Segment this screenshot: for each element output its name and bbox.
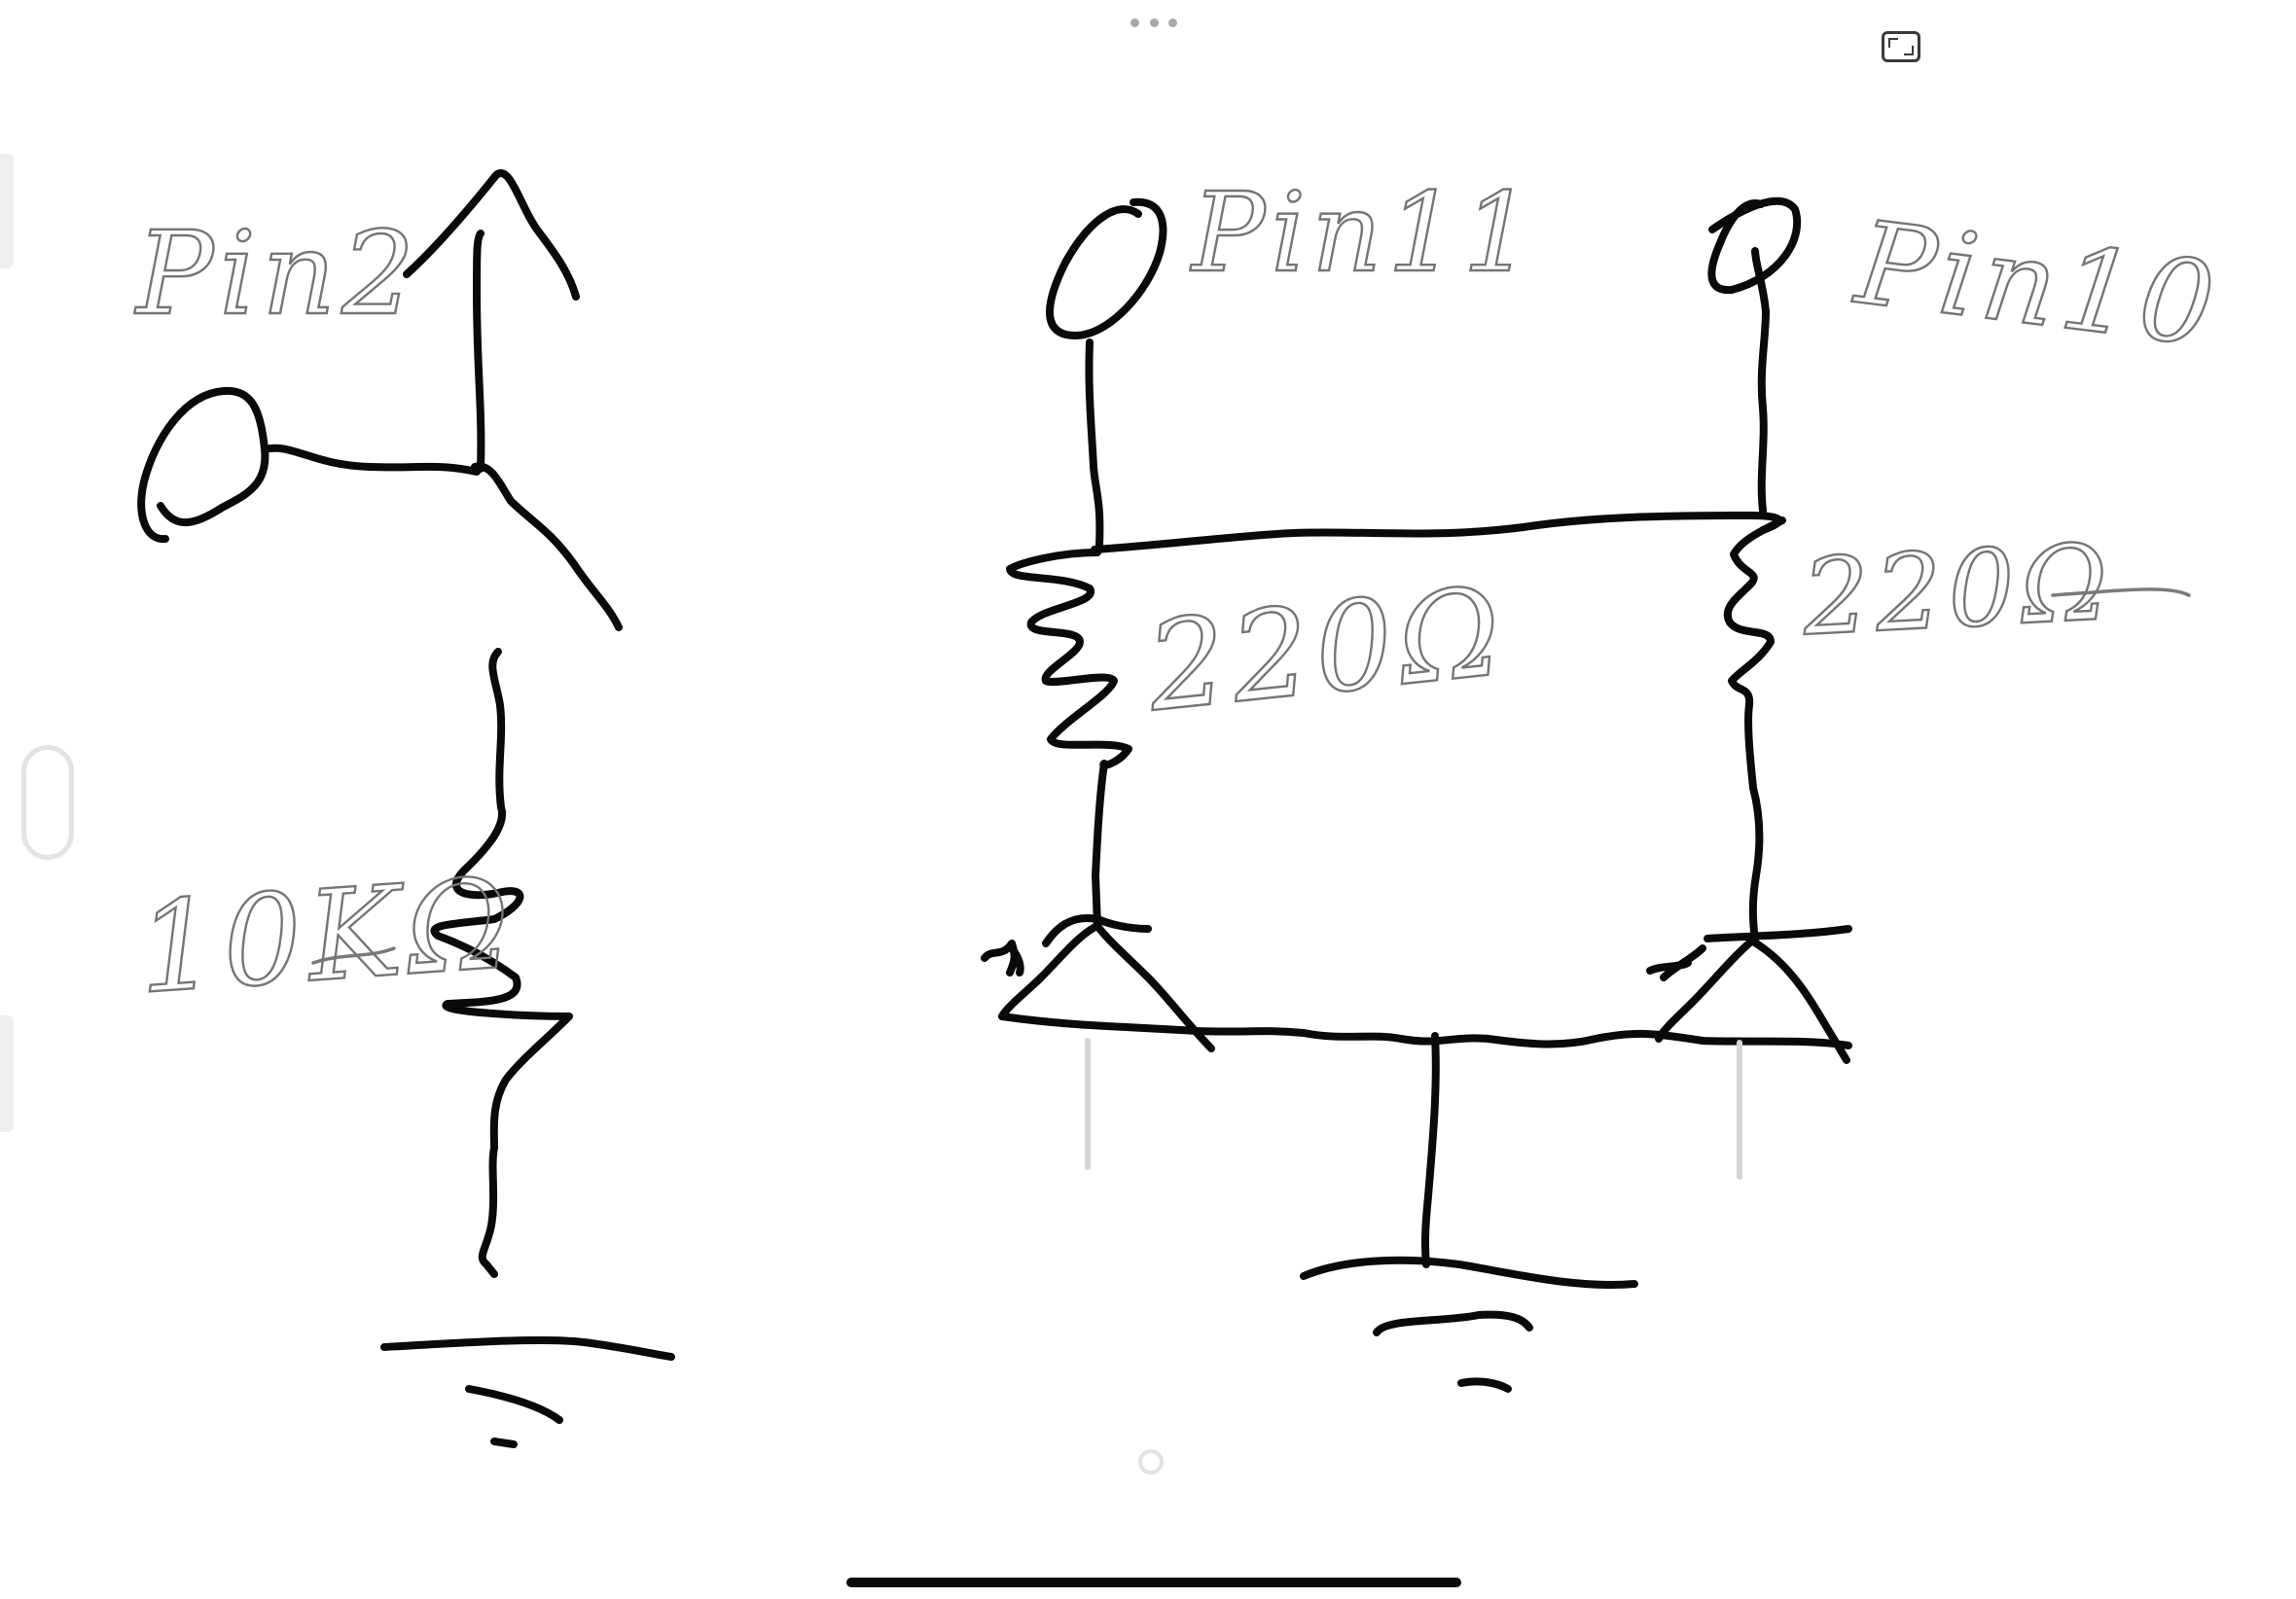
ground-right-2 (1373, 1310, 1533, 1336)
pencil-tail-220-right (2051, 587, 2191, 597)
pin2-terminal (137, 386, 269, 544)
home-indicator[interactable] (846, 1578, 1461, 1587)
pin11-lead (1085, 338, 1104, 549)
vcc-arrow-head (403, 169, 580, 301)
transistor-left (998, 914, 1215, 1052)
transistor-right-arrow (1646, 944, 1706, 981)
transistor-right (1655, 925, 1852, 1064)
ground-right-3 (1457, 1377, 1512, 1393)
label-pin10: Pin10 (1848, 195, 2227, 373)
canvas-refresh-icon[interactable] (1138, 1449, 1164, 1475)
pin11-terminal (1046, 197, 1167, 339)
resistor-220-right (1723, 516, 1786, 945)
left-edge-tab-top[interactable] (0, 154, 14, 268)
fullscreen-icon[interactable] (1882, 31, 1920, 62)
vcc-arrow (473, 230, 485, 473)
label-pin2: Pin2 (134, 206, 420, 340)
top-bus (1091, 512, 1783, 553)
label-10k: 10KΩ (133, 851, 520, 1022)
pin2-lead (261, 444, 481, 476)
side-drag-handle[interactable] (21, 745, 74, 860)
label-220-left: 220Ω (1140, 559, 1513, 739)
emitter-bus (998, 1013, 1852, 1049)
switch-lever (471, 462, 623, 631)
ground-left-2 (465, 1385, 563, 1424)
label-220-right: 220Ω (1799, 521, 2117, 659)
pin10-terminal (1707, 196, 1802, 295)
resistor-220-left (1006, 549, 1132, 930)
ground-right-lead (1420, 1032, 1440, 1268)
ground-left-3 (490, 1438, 518, 1448)
pin10-lead (1751, 247, 1770, 515)
pencil-tail-10k (311, 946, 396, 965)
pin-outputs-circuit (981, 196, 1852, 1393)
ground-right-1 (1300, 1256, 1638, 1289)
transistor-left-arrow (981, 940, 1024, 977)
ground-left-1 (380, 1335, 675, 1361)
resistor-10k (430, 648, 573, 1278)
pin2-switch-circuit (137, 169, 675, 1448)
eraser-traces (1085, 1038, 1742, 1180)
more-dots-icon[interactable] (1130, 16, 1177, 29)
left-edge-tab-bottom[interactable] (0, 1015, 14, 1132)
label-pin11: Pin11 (1190, 170, 1538, 297)
